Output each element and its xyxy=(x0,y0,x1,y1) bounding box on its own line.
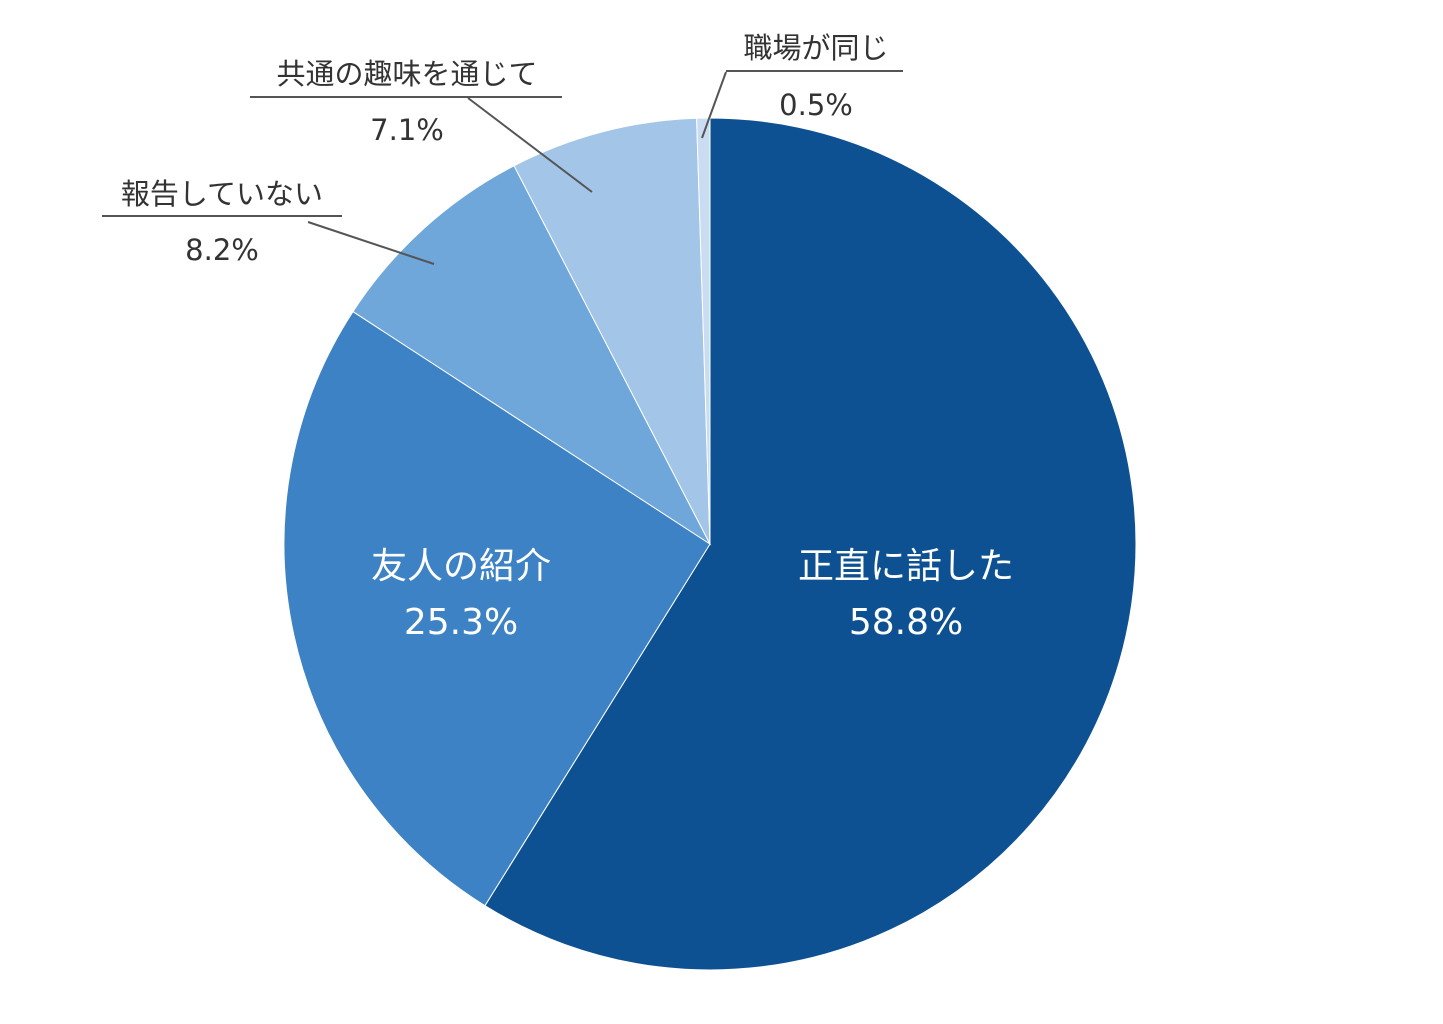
slice-value-label: 0.5% xyxy=(779,88,853,122)
pie-slice xyxy=(513,117,711,545)
slice-label: 報告していない xyxy=(121,177,323,211)
leader-line xyxy=(701,71,727,139)
pie-slice xyxy=(484,117,1137,971)
slice-label: 共通の趣味を通じて xyxy=(276,57,537,91)
pie-slice xyxy=(283,310,711,907)
slice-value-label: 58.8% xyxy=(849,602,963,643)
slice-value-label: 7.1% xyxy=(370,113,444,147)
slice-label: 職場が同じ xyxy=(743,31,888,65)
slice-value-label: 25.3% xyxy=(404,602,518,643)
pie-slice xyxy=(352,165,712,546)
slice-label: 友人の紹介 xyxy=(371,546,551,587)
leader-line xyxy=(307,221,435,265)
leader-line xyxy=(467,97,593,193)
slice-label: 正直に話した xyxy=(798,546,1014,587)
slice-value-label: 8.2% xyxy=(185,233,259,267)
